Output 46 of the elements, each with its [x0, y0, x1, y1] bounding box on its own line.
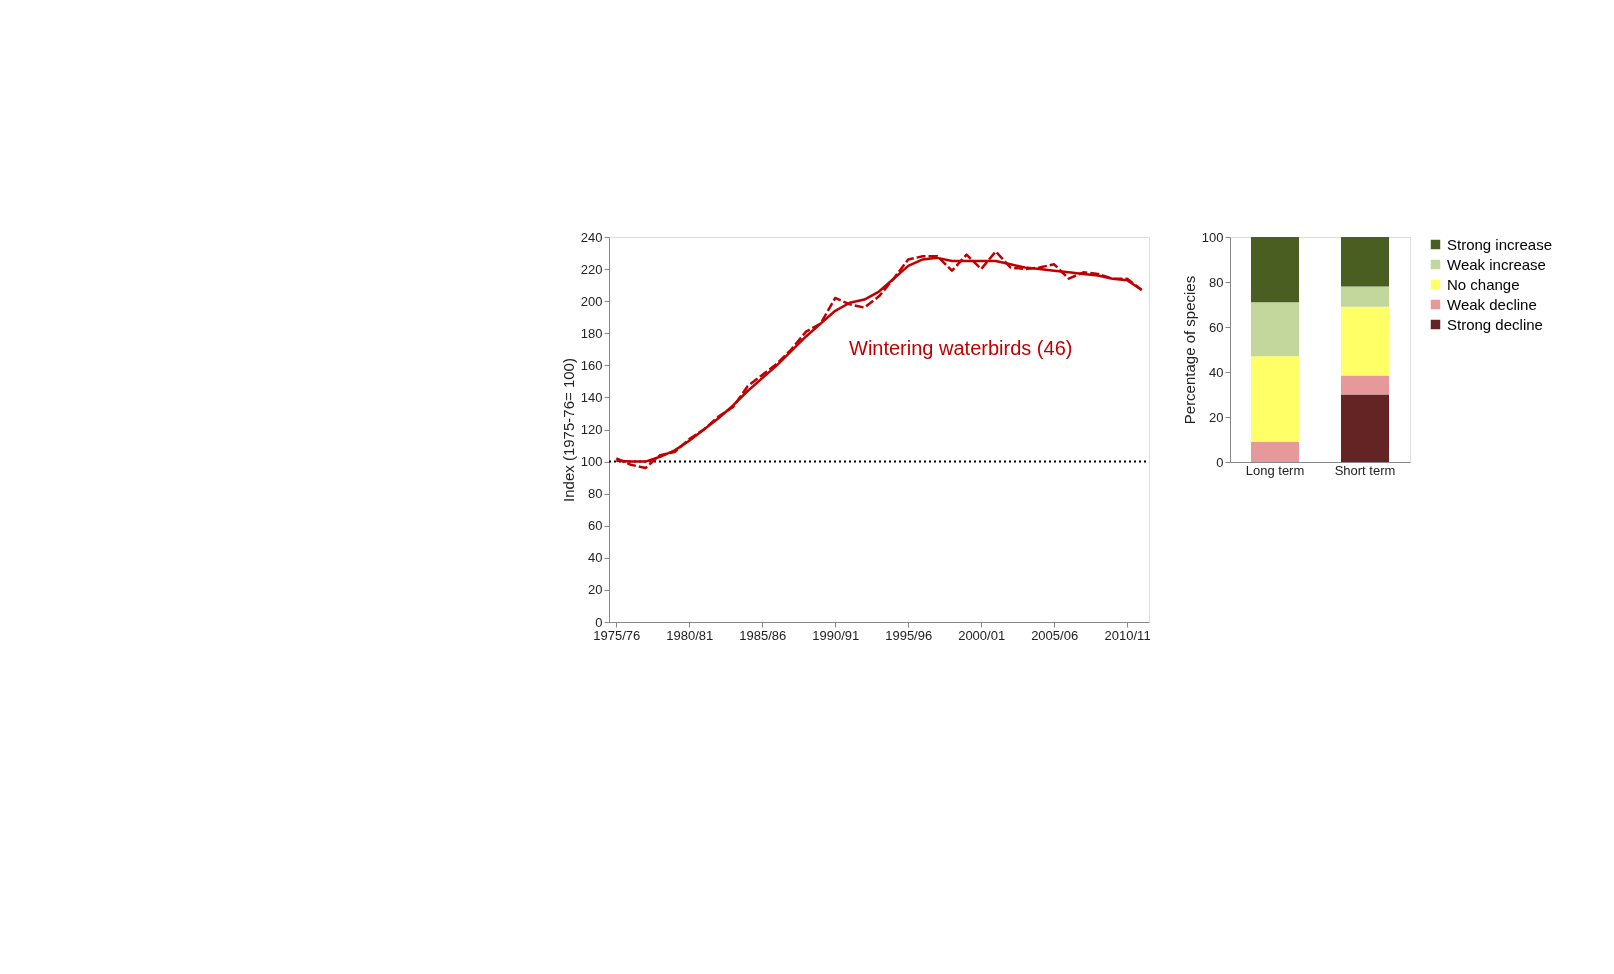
bar	[1341, 237, 1389, 287]
bar	[1341, 286, 1389, 307]
x-tick-label: 1985/86	[739, 627, 787, 643]
bar	[1341, 394, 1389, 462]
y-tick-label: 140	[580, 389, 603, 405]
y-tick-label: 40	[1209, 364, 1224, 380]
y-tick-label: 220	[580, 261, 603, 277]
y-tick-label: 60	[1209, 319, 1224, 335]
y-tick-label: 100	[580, 454, 603, 470]
bar	[1251, 302, 1299, 357]
y-tick-label: 0	[1216, 454, 1224, 470]
y-tick-label: 160	[580, 357, 603, 373]
y-tick-label: 0	[595, 614, 603, 630]
y-tick-label: 120	[580, 422, 603, 437]
y-tick-label: 60	[588, 518, 603, 534]
x-tick-label: 1980/81	[666, 627, 714, 643]
y-tick-label: 40	[588, 550, 603, 566]
bar	[1341, 306, 1389, 376]
x-tick-label: 2005/06	[1031, 627, 1079, 643]
x-tick-label: 1990/91	[812, 627, 860, 643]
y-tick-label: 80	[588, 486, 603, 502]
y-axis-title: Index (1975-76= 100)	[559, 358, 577, 502]
bar	[1251, 237, 1299, 303]
x-tick-label: Short term	[1334, 462, 1396, 478]
y-tick-label: 100	[1201, 229, 1224, 245]
x-tick-label: 2000/01	[958, 627, 1006, 643]
y-tick-label: 20	[1209, 409, 1224, 425]
y-tick-label: 240	[580, 229, 603, 245]
y-axis-title: Percentage of species	[1180, 275, 1198, 425]
legend-label: No change	[1447, 275, 1520, 293]
legend-label: Strong decline	[1447, 315, 1543, 333]
legend-label: Weak increase	[1447, 255, 1546, 273]
y-tick-label: 80	[1209, 274, 1224, 290]
x-tick-label: Long term	[1245, 462, 1305, 478]
x-tick-label: 1975/76	[593, 627, 641, 643]
bar	[1341, 375, 1389, 395]
bar	[1251, 441, 1299, 462]
bar	[1251, 356, 1299, 442]
x-tick-label: 2010/11	[1104, 627, 1151, 643]
legend-label: Strong increase	[1447, 235, 1553, 253]
x-tick-label: 1995/96	[885, 627, 933, 643]
y-tick-label: 180	[580, 325, 603, 341]
y-tick-label: 200	[580, 293, 603, 309]
legend-label: Weak decline	[1447, 295, 1537, 313]
annotation: Wintering waterbirds (46)	[849, 337, 1073, 359]
y-tick-label: 20	[588, 582, 603, 598]
